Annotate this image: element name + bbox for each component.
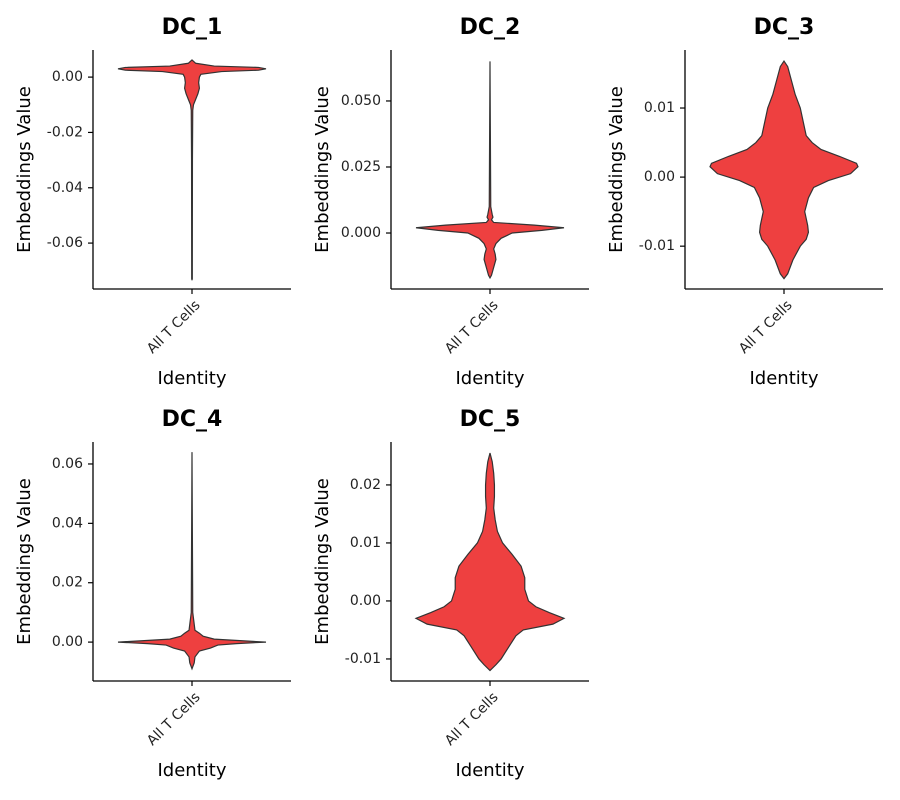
x-tick-label: All T Cells (144, 689, 204, 749)
y-axis-title: Embeddings Value (14, 86, 35, 253)
x-axis-title: Identity (158, 760, 227, 781)
y-axis-title: Embeddings Value (312, 86, 333, 253)
x-tick-label: All T Cells (442, 297, 502, 357)
panel-title: DC_2 (460, 15, 521, 40)
panel-title: DC_5 (460, 407, 521, 432)
y-tick-label: 0.00 (644, 169, 675, 185)
y-tick-label: 0.050 (341, 93, 381, 109)
violin (117, 452, 267, 671)
violin (117, 59, 267, 281)
y-axis-title: Embeddings Value (312, 478, 333, 645)
violin (709, 59, 859, 280)
y-tick-label: 0.00 (52, 634, 83, 650)
violin (414, 452, 566, 672)
y-tick-label: 0.000 (341, 225, 381, 241)
y-tick-label: -0.02 (47, 124, 83, 140)
y-tick-label: -0.01 (345, 651, 381, 667)
x-axis-title: Identity (158, 368, 227, 389)
x-axis-title: Identity (750, 368, 819, 389)
y-tick-label: 0.00 (350, 593, 381, 609)
x-tick-label: All T Cells (144, 297, 204, 357)
y-tick-label: -0.01 (639, 238, 675, 254)
x-axis-title: Identity (456, 760, 525, 781)
y-tick-label: 0.01 (350, 535, 381, 551)
x-axis-title: Identity (456, 368, 525, 389)
panel: DC_1 0.00 -0.02 -0.04 -0.06 All T Cells Embedd… (14, 15, 291, 389)
panel: DC_5 0.02 0.01 0.00 -0.01 All T Cells Embeddin… (312, 407, 589, 781)
y-tick-label: -0.04 (47, 180, 83, 196)
panel: DC_2 0.050 0.025 0.000 All T Cells Embeddings… (312, 15, 589, 389)
panel-title: DC_4 (162, 407, 223, 432)
y-tick-label: 0.00 (52, 69, 83, 85)
y-tick-label: 0.025 (341, 159, 381, 175)
y-tick-label: 0.01 (644, 100, 675, 116)
y-tick-label: -0.06 (47, 235, 83, 251)
x-tick-label: All T Cells (736, 297, 796, 357)
panel: DC_3 0.01 0.00 -0.01 All T Cells Embeddings V… (606, 15, 883, 389)
y-tick-label: 0.06 (52, 456, 83, 472)
panel-title: DC_1 (162, 15, 223, 40)
x-tick-label: All T Cells (442, 689, 502, 749)
y-axis-title: Embeddings Value (606, 86, 627, 253)
y-tick-label: 0.02 (350, 477, 381, 493)
panel: DC_4 0.06 0.04 0.02 0.00 All T Cells Embedding… (14, 407, 291, 781)
y-tick-label: 0.04 (52, 515, 83, 531)
y-axis-title: Embeddings Value (14, 478, 35, 645)
y-tick-label: 0.02 (52, 575, 83, 591)
panel-title: DC_3 (754, 15, 815, 40)
violin (415, 61, 565, 280)
